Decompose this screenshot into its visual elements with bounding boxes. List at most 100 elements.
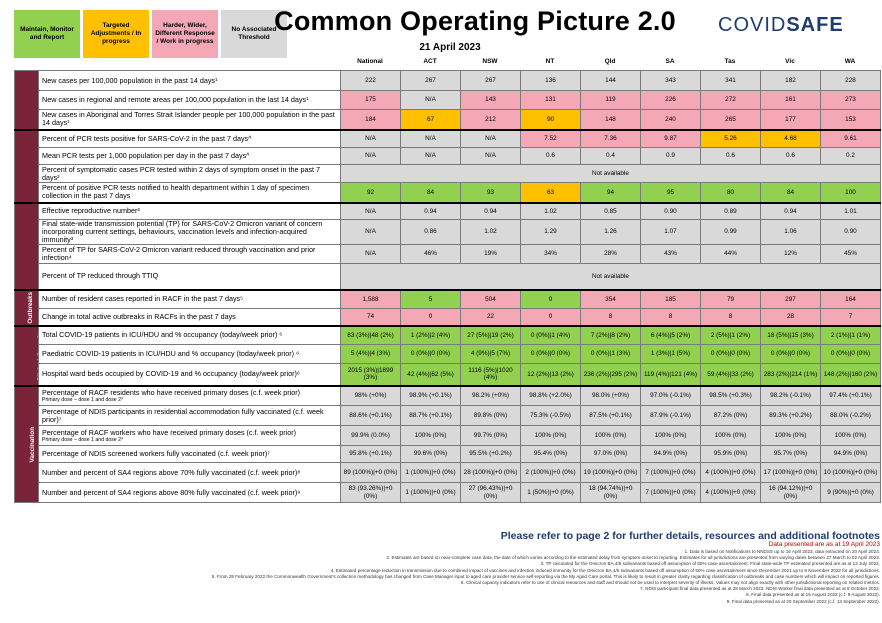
value-cell: 2015 (3%)|1899 (3%): [340, 363, 401, 386]
value-cell: 143: [460, 90, 521, 110]
value-cell: 98.8% (+2.0%): [520, 384, 581, 406]
column-header: National: [357, 58, 383, 65]
indicator-label: Percentage of NDIS participants in resid…: [38, 405, 341, 426]
value-cell: N/A: [460, 128, 521, 148]
indicator-label: Percent of TP reduced through TTIQ: [38, 263, 341, 290]
value-cell: 80: [700, 182, 761, 203]
value-cell: N/A: [340, 201, 401, 220]
value-cell: 90: [520, 109, 581, 130]
column-header: NSW: [482, 58, 498, 65]
value-cell: 100: [820, 182, 881, 203]
indicator-label: Percent of symptomatic cases PCR tested …: [38, 164, 341, 183]
legend-item: Targeted Adjustments / In progress: [83, 10, 149, 58]
table-row: Outbreaks Number of resident cases report…: [14, 288, 881, 326]
indicator-label: Total COVID-19 patients in ICU/HDU and %…: [38, 324, 341, 345]
value-cell: 45%: [820, 244, 881, 264]
value-cell: 0.6: [520, 147, 581, 165]
footnote: 2. Estimates are based on near-complete …: [386, 555, 880, 561]
value-cell: 2 (100%)|+0 (0%): [520, 462, 581, 483]
value-cell: 95.4% (0%): [520, 445, 581, 463]
value-cell: 0.6: [760, 147, 821, 165]
value-cell: 1 (3%)|1 (5%): [640, 344, 701, 364]
value-cell: 87.5% (+0.1%): [580, 405, 641, 426]
section-label: Clinical Capacity: [14, 324, 39, 386]
report-date: 21 April 2023: [419, 42, 481, 53]
value-cell: 1116 (5%)|1020 (4%): [460, 363, 521, 386]
value-cell: 83 (93.26%)|+0 (0%): [340, 482, 401, 503]
section-label: Outbreaks: [14, 288, 39, 326]
not-available-cell: Not available: [340, 263, 881, 290]
legend-item: Harder, Wider, Different Response / Work…: [152, 10, 218, 58]
value-cell: 89 (100%)|+0 (0%): [340, 462, 401, 483]
value-cell: 95.7% (0%): [760, 445, 821, 463]
value-cell: 18 (94.74%)|+0 (0%): [580, 482, 641, 503]
value-cell: 8: [700, 308, 761, 326]
refer-note: Please refer to page 2 for further detai…: [500, 530, 880, 542]
value-cell: 19%: [460, 244, 521, 264]
value-cell: 0: [400, 308, 461, 326]
value-cell: 100% (0%): [520, 425, 581, 446]
value-cell: 87.9% (-0.1%): [640, 405, 701, 426]
column-header: Vic: [785, 58, 795, 65]
indicator-label: Hospital ward beds occupied by COVID-19 …: [38, 363, 341, 386]
indicator-label: Number of resident cases reported in RAC…: [38, 288, 341, 309]
legend: Maintain, Monitor and Report Targeted Adj…: [14, 10, 287, 58]
value-cell: 0 (0%)|0 (0%): [700, 344, 761, 364]
value-cell: 17 (100%)|+0 (0%): [760, 462, 821, 483]
value-cell: 0: [520, 288, 581, 309]
page-title: Common Operating Picture 2.0: [274, 6, 676, 36]
value-cell: 44%: [700, 244, 761, 264]
footnote: 9. Final data presented as at 20 Septemb…: [726, 598, 880, 604]
value-cell: 1.07: [640, 219, 701, 245]
table-row: Vaccination Percentage of RACF residents …: [14, 384, 881, 503]
value-cell: 89.8% (0%): [460, 405, 521, 426]
value-cell: 7: [820, 308, 881, 326]
table-row: Percentage of NDIS screened workers full…: [15, 445, 881, 463]
value-cell: 92: [340, 182, 401, 203]
value-cell: 46%: [400, 244, 461, 264]
indicator-label: Percent of PCR tests positive for SARS-C…: [38, 128, 341, 148]
value-cell: 0: [520, 308, 581, 326]
section-label: Cases and priority populations: [14, 70, 39, 130]
table-row: Change in total active outbreaks in RACF…: [15, 308, 881, 326]
indicator-label: Effective reproductive number³: [38, 201, 341, 220]
value-cell: 95.5% (+0.2%): [460, 445, 521, 463]
table-row: Percent of TP reduced through TTIQ Not av…: [15, 263, 881, 290]
value-cell: 75.3% (-0.5%): [520, 405, 581, 426]
value-cell: 226: [640, 90, 701, 110]
value-cell: 89.3% (+0.2%): [760, 405, 821, 426]
value-cell: 119 (4%)|121 (4%): [640, 363, 701, 386]
table-row: Final state-wide transmission potential …: [15, 219, 881, 245]
value-cell: 1.02: [460, 219, 521, 245]
value-cell: 297: [760, 288, 821, 309]
value-cell: 99.7% (0%): [460, 425, 521, 446]
value-cell: 7 (100%)|+0 (0%): [640, 462, 701, 483]
value-cell: 0.90: [640, 201, 701, 220]
value-cell: 0.4: [580, 147, 641, 165]
table-row: Percent of symptomatic cases PCR tested …: [15, 164, 881, 183]
value-cell: 100% (0%): [700, 425, 761, 446]
indicator-label: New cases per 100,000 population in the …: [38, 70, 341, 91]
value-cell: 1 (100%)|+0 (0%): [400, 462, 461, 483]
value-cell: 265: [700, 109, 761, 130]
value-cell: 34%: [520, 244, 581, 264]
value-cell: 12 (2%)|13 (2%): [520, 363, 581, 386]
value-cell: 148: [580, 109, 641, 130]
value-cell: 5: [400, 288, 461, 309]
section-label: Modelled epidemic activity: [14, 201, 39, 290]
value-cell: N/A: [340, 244, 401, 264]
value-cell: 84: [760, 182, 821, 203]
value-cell: 100% (0%): [820, 425, 881, 446]
value-cell: N/A: [340, 147, 401, 165]
value-cell: 272: [700, 90, 761, 110]
value-cell: 9.61: [820, 128, 881, 148]
value-cell: 240: [640, 109, 701, 130]
value-cell: 0.6: [700, 147, 761, 165]
table-row: New cases in regional and remote areas p…: [15, 90, 881, 110]
table-row: Number and percent of SA4 regions above …: [15, 462, 881, 483]
value-cell: 0.99: [700, 219, 761, 245]
value-cell: 0.90: [820, 219, 881, 245]
value-cell: 1 (2%)|2 (4%): [400, 324, 461, 345]
value-cell: 0.9: [640, 147, 701, 165]
value-cell: 97.4% (+0.1%): [820, 384, 881, 406]
